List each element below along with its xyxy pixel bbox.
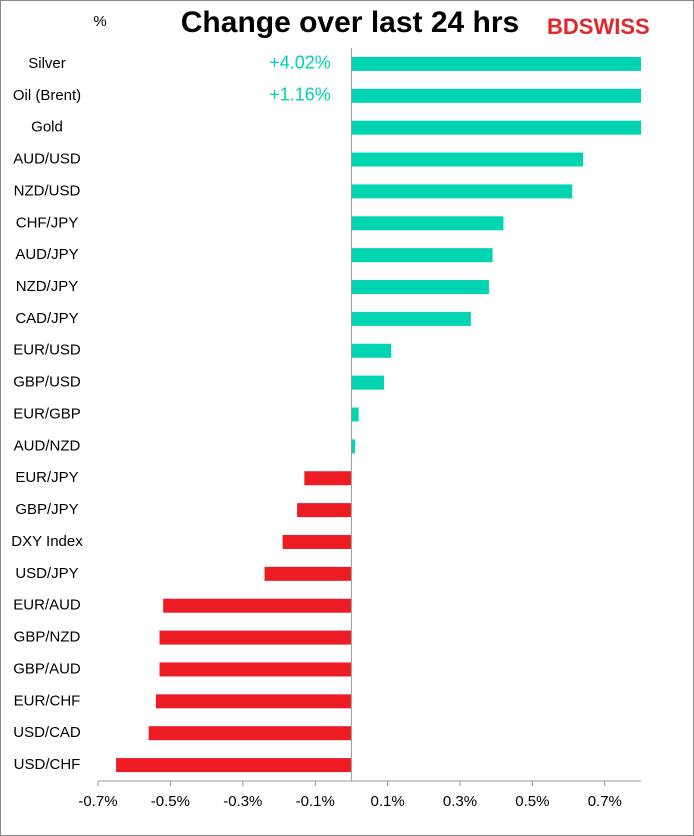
bar [351, 343, 392, 358]
category-label: USD/JPY [15, 565, 78, 582]
bar [351, 375, 384, 390]
category-label: GBP/JPY [15, 501, 78, 518]
bar [351, 248, 493, 263]
x-tick-label: -0.1% [296, 793, 335, 810]
category-label: EUR/JPY [15, 469, 78, 486]
category-label: Gold [31, 119, 63, 136]
category-label: GBP/USD [13, 374, 81, 391]
bar [163, 598, 352, 613]
unit-label: % [93, 13, 106, 30]
bar [297, 503, 352, 518]
x-tick-label: 0.7% [588, 793, 622, 810]
bar [282, 534, 352, 549]
x-tick-label: -0.5% [151, 793, 190, 810]
category-label: EUR/USD [13, 342, 81, 359]
bar [116, 758, 352, 773]
category-label: AUD/JPY [15, 246, 78, 263]
bar [148, 726, 352, 741]
category-label: CHF/JPY [16, 214, 79, 231]
category-label: NZD/JPY [16, 278, 79, 295]
category-label: EUR/CHF [14, 692, 81, 709]
x-tick-label: 0.3% [443, 793, 477, 810]
brand-logo: BDSWISS [547, 14, 650, 39]
category-label: DXY Index [11, 533, 83, 550]
category-label: CAD/JPY [15, 310, 78, 327]
category-label: EUR/GBP [13, 405, 81, 422]
category-label: Oil (Brent) [13, 87, 81, 104]
category-label: AUD/USD [13, 151, 81, 168]
category-label: GBP/AUD [13, 660, 81, 677]
x-tick-label: 0.5% [515, 793, 549, 810]
bar [159, 662, 352, 677]
bar [351, 120, 641, 135]
bars [116, 56, 641, 773]
chart-title: Change over last 24 hrs [181, 6, 519, 39]
value-label: +4.02% [269, 53, 331, 73]
bar [159, 630, 352, 645]
bar [155, 694, 352, 709]
category-label: Silver [28, 55, 66, 72]
bar [351, 216, 504, 231]
category-label: GBP/NZD [14, 629, 81, 646]
category-label: USD/CHF [14, 756, 81, 773]
category-label: NZD/USD [14, 182, 81, 199]
x-tick-label: -0.7% [78, 793, 117, 810]
bar [351, 439, 356, 454]
bar [351, 152, 584, 167]
bar [351, 56, 641, 71]
value-label: +1.16% [269, 85, 331, 105]
category-label: USD/CAD [13, 724, 81, 741]
bar [351, 311, 471, 326]
bar [351, 88, 641, 103]
x-tick-label: 0.1% [370, 793, 404, 810]
bar [264, 566, 352, 581]
bar [351, 407, 359, 422]
bar [351, 184, 573, 199]
x-tick-label: -0.3% [223, 793, 262, 810]
category-label: EUR/AUD [13, 597, 81, 614]
bar [351, 280, 489, 295]
category-label: AUD/NZD [14, 437, 81, 454]
bar [304, 471, 352, 486]
